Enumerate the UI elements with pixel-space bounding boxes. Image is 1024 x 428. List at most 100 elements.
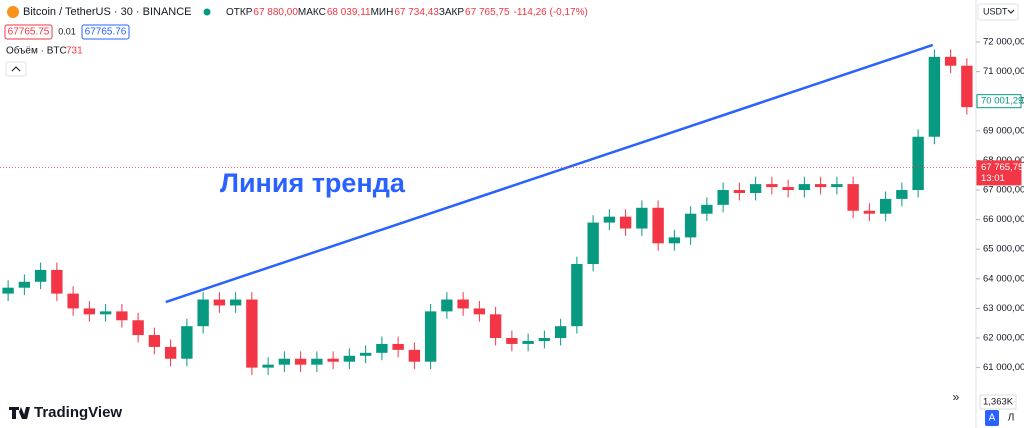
ohlc-value: 67 880,00 [253,7,298,18]
ohlc-key: МАКС [298,7,326,18]
auto-button[interactable] [985,410,999,426]
ohlc-value: 67 765,75 [465,7,510,18]
coin-icon [7,6,19,18]
candle-body [473,308,486,315]
candle-body [392,343,404,350]
candle-body [636,207,648,229]
log-label[interactable]: Л [1008,413,1015,424]
volume-axis-box [979,394,1017,410]
logo-text: TradingView [34,404,122,421]
candle-body [67,293,79,309]
ohlc-value: 68 039,11 [327,7,371,18]
logo-icon [9,407,30,419]
candle-body [961,65,973,108]
price-time: 13:01 [981,173,1005,184]
candle-body [359,352,372,356]
candle-body [831,184,843,188]
scroll-button[interactable] [945,388,967,408]
y-tick-label: 63 000,00 [983,303,1024,314]
candle-body [262,364,274,368]
candle-body [571,264,583,327]
symbol-title: Bitcoin / TetherUS · 30 · BINANCE [23,6,192,18]
collapse-button[interactable] [5,61,27,77]
price-label-box [976,160,1022,186]
ohlc-key: МИН [371,7,394,18]
status-dot [203,8,211,16]
candle-body [132,320,144,336]
auto-label: A [989,413,996,424]
candle-body [229,299,242,306]
candle-body [782,187,794,191]
y-tick-label: 72 000,00 [983,37,1024,48]
candle-body [18,281,31,288]
currency: USDT [983,6,1008,16]
candle-body [408,349,421,362]
candle-body [717,190,729,205]
candle-body [538,338,551,341]
plot: 61 000,00 62 000,00 63 000,00 64 000,00 65 0… [0,37,1024,376]
candle-body [684,213,697,238]
candle-body [213,299,226,306]
candle-body [311,358,323,365]
chevron-icon [11,66,21,72]
candle-body [343,355,356,362]
candle-body [278,358,291,365]
candle-body [457,299,469,309]
change: -114,26 (-0,17%) [514,7,588,18]
candle-body [798,184,811,191]
bid-box[interactable] [4,24,53,40]
y-tick-label: 71 000,00 [983,66,1024,77]
candle-body [733,190,746,193]
candle-body [327,358,339,362]
candle-body [944,56,957,66]
candle-body [148,335,161,347]
volume-axis-label: 1,363K [983,397,1014,408]
y-tick-label: 67 000,00 [983,185,1024,196]
ask: 67765.76 [85,27,127,38]
spread: 0.01 [58,26,76,36]
candle-body [928,56,941,137]
y-tick-label: 69 000,00 [983,125,1024,136]
candle-body [879,198,892,214]
price-label: 70 001,29 [981,96,1023,107]
dropdown-icon [1007,9,1015,14]
candle-body [668,237,681,244]
candle-body [506,338,518,344]
trend-line [165,43,934,304]
currency-button[interactable] [977,3,1019,21]
y-tick-label: 64 000,00 [983,273,1024,284]
candle-body [814,184,827,188]
trend-label: Линия тренда [220,168,406,198]
candle-body [99,311,112,315]
y-tick-label: 62 000,00 [983,333,1024,344]
candle-body [294,358,307,365]
candle-body [587,222,599,265]
price-label: 67 765,75 [981,162,1023,173]
candle-body [181,326,193,359]
candle-body [619,216,632,229]
candle-body [246,299,258,368]
candle-body [652,207,664,244]
ohlc-key: ЗАКР [439,7,465,18]
candle-body [766,184,778,188]
ui: Bitcoin / TetherUS · 30 · BINANCE ОТКР67… [4,3,1019,426]
candle-body [749,184,762,193]
candle-body [603,216,616,223]
volume-label: Объём · BTC [6,45,67,57]
y-tick-label: 61 000,00 [983,362,1024,373]
candle-body [863,210,876,214]
candle-body [83,308,96,315]
candle-body [376,343,388,353]
candle-body [424,311,437,362]
candle-body [51,269,63,294]
ask-box[interactable] [81,24,130,40]
y-tick-label: 66 000,00 [983,214,1024,225]
bid: 67765.75 [8,27,50,38]
candle-body [164,346,177,359]
ohlc-header: ОТКР67 880,00МАКС68 039,11МИН67 734,43ЗА… [226,7,588,18]
candle-body [34,269,47,282]
candle-body [701,204,713,214]
candle-body [554,326,567,339]
